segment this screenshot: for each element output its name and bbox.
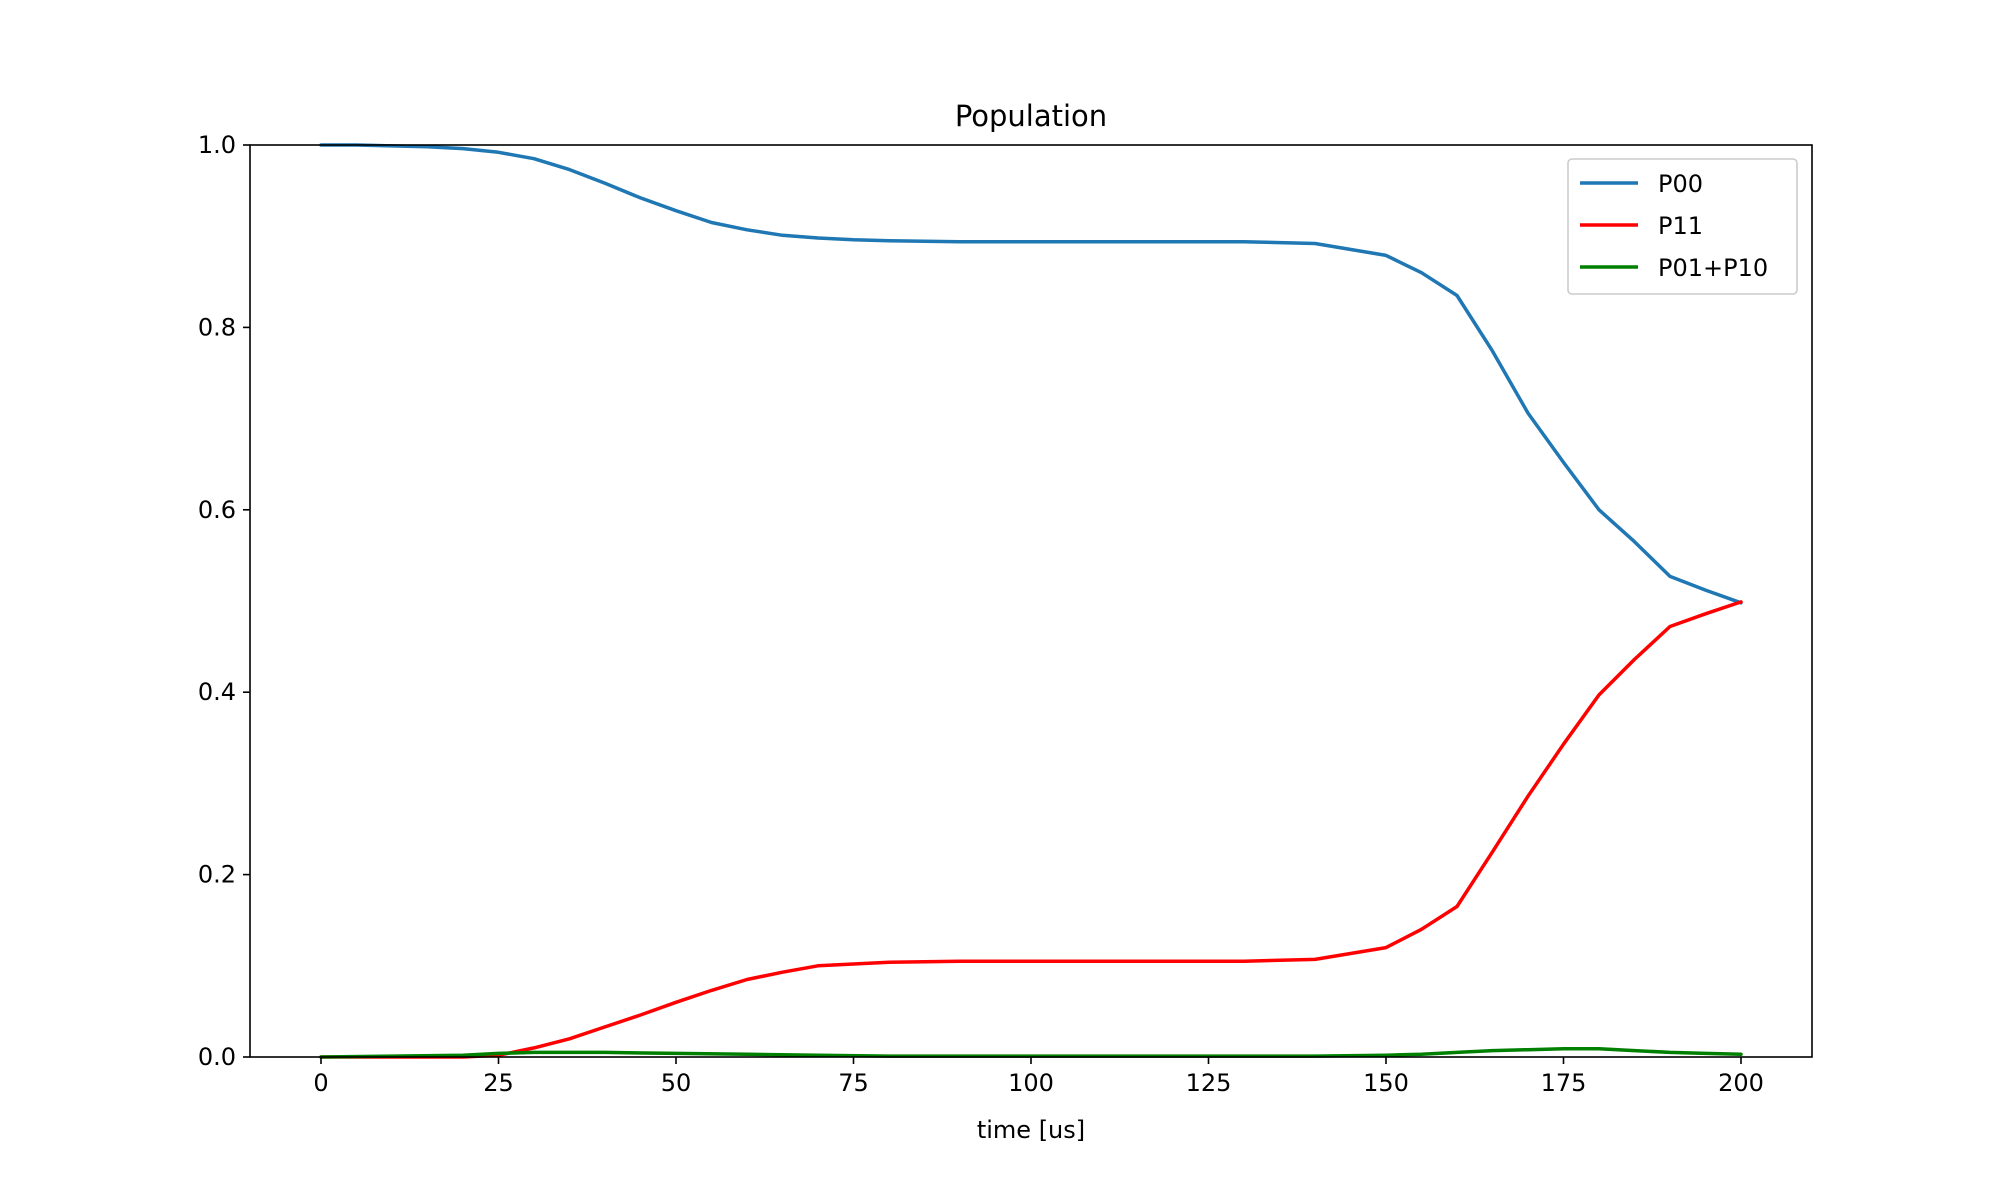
x-tick-label: 75 bbox=[838, 1069, 869, 1097]
chart-title: Population bbox=[955, 99, 1107, 133]
legend: P00 P11 P01+P10 bbox=[1567, 158, 1798, 295]
y-tick-label: 0.0 bbox=[198, 1043, 236, 1071]
x-axis-label: time [us] bbox=[977, 1116, 1085, 1144]
legend-label-2: P11 bbox=[1658, 212, 1703, 240]
legend-label-3: P01+P10 bbox=[1658, 254, 1768, 282]
x-tick-label: 100 bbox=[1008, 1069, 1054, 1097]
x-tick-label: 25 bbox=[483, 1069, 514, 1097]
x-tick-label: 125 bbox=[1186, 1069, 1232, 1097]
series-line-1 bbox=[319, 143, 1743, 605]
y-tick-label: 0.8 bbox=[198, 313, 236, 341]
x-tick-label: 150 bbox=[1363, 1069, 1409, 1097]
legend-label-1: P00 bbox=[1658, 170, 1703, 198]
x-tick-label: 0 bbox=[313, 1069, 328, 1097]
series-line-3 bbox=[319, 1047, 1743, 1059]
y-tick-label: 0.2 bbox=[198, 861, 236, 889]
x-tick-label: 175 bbox=[1541, 1069, 1587, 1097]
y-tick-label: 0.4 bbox=[198, 678, 236, 706]
series-layer bbox=[319, 143, 1743, 1059]
y-tick-label: 0.6 bbox=[198, 496, 236, 524]
y-axis: 0.0 0.2 0.4 0.6 0.8 1.0 bbox=[198, 131, 250, 1071]
y-tick-label: 1.0 bbox=[198, 131, 236, 159]
x-tick-label: 200 bbox=[1718, 1069, 1764, 1097]
legend-box bbox=[1567, 158, 1798, 295]
x-tick-label: 50 bbox=[661, 1069, 692, 1097]
x-axis: 0 25 50 75 100 125 150 175 200 bbox=[313, 1057, 1764, 1097]
